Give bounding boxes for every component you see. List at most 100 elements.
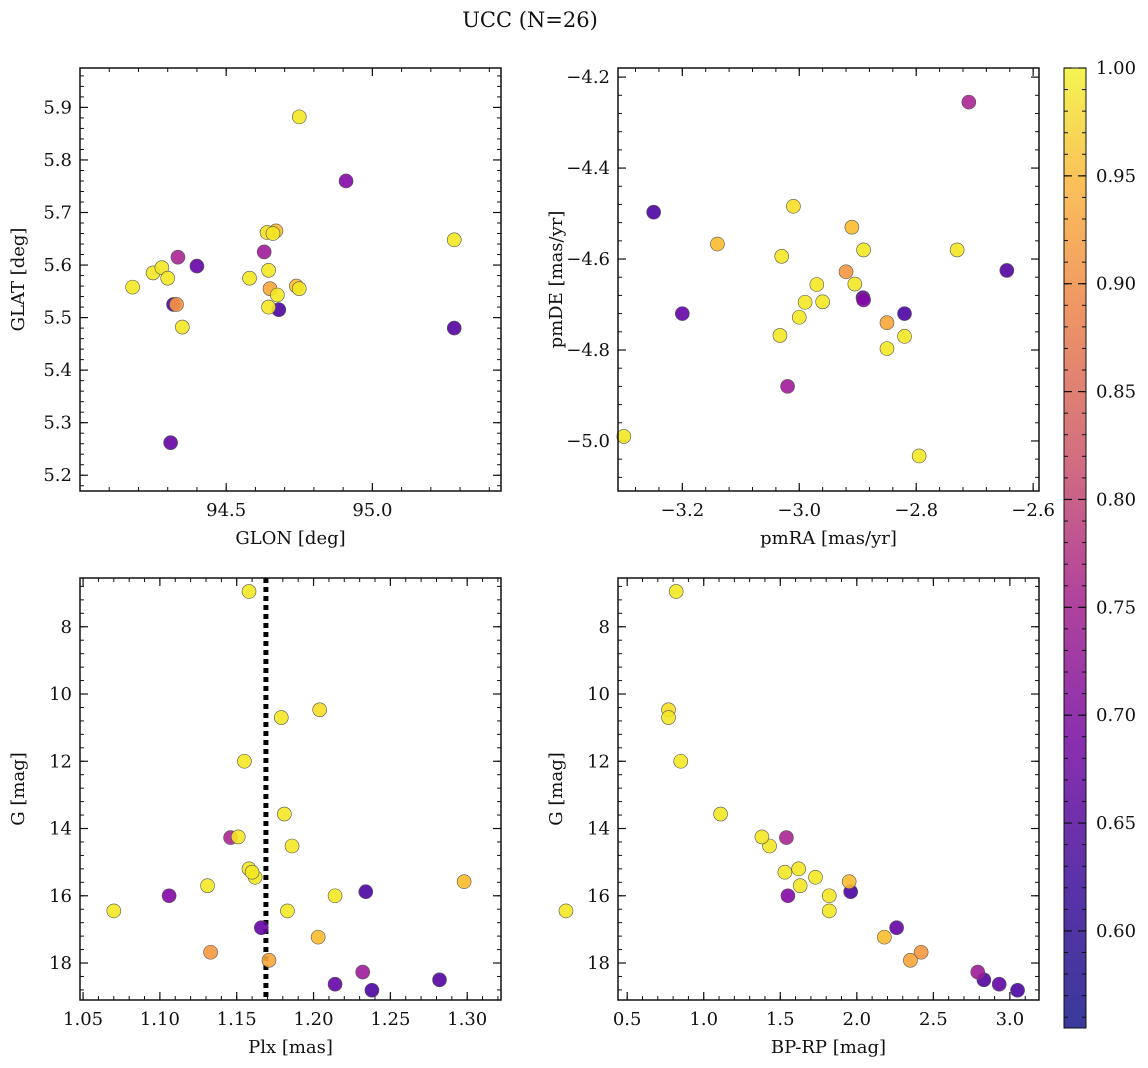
data-point [261, 953, 277, 968]
y-tick-label: −5.0 [566, 431, 610, 452]
data-point [161, 888, 177, 904]
data-point [838, 264, 854, 280]
data-point [280, 903, 295, 919]
data-point [911, 448, 927, 464]
data-point [254, 920, 269, 936]
y-axis-label: G [mag] [8, 752, 29, 825]
data-point [970, 964, 986, 980]
data-point [668, 584, 684, 599]
x-tick-label: 0.5 [613, 1009, 642, 1030]
data-point [241, 584, 257, 599]
y-tick-label: 18 [49, 953, 72, 974]
data-point [808, 869, 823, 885]
data-point [821, 903, 837, 919]
y-tick-label: 8 [61, 617, 72, 638]
y-axis-label: G [mag] [546, 752, 567, 825]
x-tick-label: −3.0 [777, 500, 821, 521]
x-tick-label: 1.20 [294, 1009, 334, 1030]
data-point [125, 279, 140, 295]
y-tick-label: 5.3 [43, 413, 72, 434]
axes-frame [79, 67, 502, 492]
data-point [791, 861, 806, 877]
data-point [358, 884, 374, 900]
data-point [256, 244, 272, 260]
data-point [903, 953, 918, 968]
data-point [780, 888, 796, 904]
y-tick-label: 14 [49, 819, 72, 840]
data-point [856, 242, 871, 258]
y-tick-label: 12 [49, 751, 72, 772]
data-point [856, 292, 871, 308]
y-tick-label: −4.2 [566, 67, 610, 88]
x-tick-label: 2.0 [843, 1009, 872, 1030]
y-tick-label: 5.9 [43, 97, 72, 118]
data-point [754, 829, 770, 845]
panel-1: 94.5 95.0 5.2 5.3 5.4 5.5 5.6 5.7 5.8 5.9 GLON [de… [8, 67, 502, 549]
colorbar-tick-label: 0.95 [1096, 166, 1136, 187]
data-point [991, 976, 1007, 992]
data-point [879, 315, 895, 331]
y-tick-label: 10 [49, 684, 72, 705]
axes-frame [617, 67, 1040, 492]
colorbar-tick-label: 1.00 [1096, 58, 1136, 79]
data-point [106, 903, 122, 919]
colorbar-tick-label: 0.90 [1096, 274, 1136, 295]
y-tick-label: 8 [599, 617, 610, 638]
data-point [261, 299, 276, 315]
data-point [844, 219, 860, 235]
data-point [797, 294, 813, 310]
y-axis-label: GLAT [deg] [8, 228, 29, 332]
data-point [170, 249, 186, 265]
data-point [661, 710, 676, 725]
y-tick-label: 5.8 [43, 150, 72, 171]
data-point [355, 964, 371, 980]
x-tick-label: 1.0 [689, 1009, 718, 1030]
y-tick-label: −4.8 [566, 340, 610, 361]
data-point [558, 903, 574, 919]
data-point [456, 874, 472, 889]
colorbar-tick-label: 0.85 [1096, 382, 1136, 403]
y-tick-label: 10 [587, 684, 610, 705]
data-point [237, 753, 252, 769]
data-point [792, 878, 808, 893]
x-tick-label: 94.5 [206, 500, 246, 521]
data-point [710, 236, 725, 252]
data-point [779, 830, 794, 845]
y-tick-label: −4.6 [566, 249, 610, 270]
data-point [713, 806, 728, 822]
data-point [327, 888, 343, 904]
x-axis-label: BP-RP [mag] [771, 1037, 886, 1058]
y-tick-label: 5.6 [43, 255, 72, 276]
data-point [265, 226, 281, 241]
x-tick-label: 1.30 [447, 1009, 487, 1030]
data-point [432, 972, 447, 988]
data-point [446, 320, 462, 336]
x-tick-label: −2.6 [1011, 500, 1055, 521]
data-point [777, 864, 793, 880]
x-tick-label: 1.05 [63, 1009, 103, 1030]
panel-4: 0.5 1.0 1.5 2.0 2.5 3.0 8 10 12 14 16 18 BP-RP [mag]… [546, 577, 1040, 1058]
y-tick-label: 5.4 [43, 360, 72, 381]
y-tick-label: 12 [587, 751, 610, 772]
data-point [791, 309, 807, 325]
axes-frame [79, 577, 502, 1001]
data-point [772, 328, 788, 343]
data-point [616, 429, 632, 444]
data-point [646, 204, 661, 220]
data-point [877, 929, 892, 945]
y-tick-label: −4.4 [566, 158, 610, 179]
axes-frame [617, 577, 1040, 1001]
y-tick-label: 16 [49, 886, 72, 907]
colorbar-tick-label: 0.70 [1096, 705, 1136, 726]
data-point [203, 944, 218, 960]
data-point [780, 379, 795, 394]
data-point [809, 277, 825, 292]
colorbar-tick-label: 0.65 [1096, 813, 1136, 834]
data-point [270, 287, 285, 303]
data-point [364, 982, 380, 998]
colorbar-tick-label: 0.60 [1096, 921, 1136, 942]
data-point [841, 874, 857, 889]
x-axis-label: pmRA [mas/yr] [760, 528, 897, 549]
data-point [284, 838, 300, 854]
data-point [879, 341, 895, 356]
